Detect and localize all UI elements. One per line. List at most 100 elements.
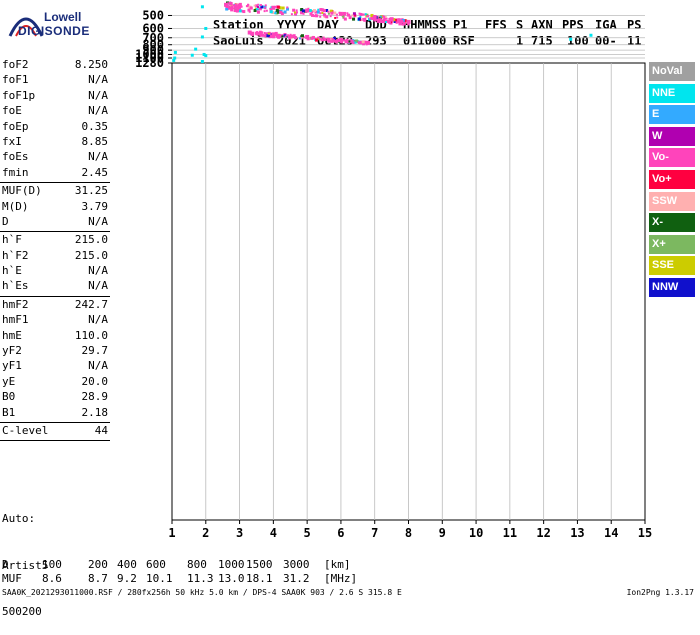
echo-dot <box>281 6 285 10</box>
param-name: yE <box>2 374 16 388</box>
echo-dot <box>311 11 314 14</box>
x-tick-label: 9 <box>439 526 446 540</box>
echo-dot <box>239 9 243 13</box>
echo-dot <box>383 20 386 23</box>
echo-dot <box>359 41 363 45</box>
echo-dot <box>232 7 235 10</box>
echo-dot <box>267 32 270 35</box>
y-tick-label: 1280 <box>135 56 164 70</box>
param-value: 8.85 <box>81 134 109 148</box>
echo-dot <box>346 13 350 17</box>
param-name: foF1 <box>2 73 29 87</box>
echo-dot <box>264 34 267 37</box>
echo-dot <box>376 19 380 23</box>
muf-cell: 18.1 <box>246 572 273 585</box>
y-tick-label: 500 <box>142 8 164 22</box>
echo-dot <box>352 17 356 21</box>
noise-point <box>589 33 593 37</box>
x-tick-label: 12 <box>536 526 550 540</box>
muf-cell: 11.3 <box>187 572 214 585</box>
echo-dot <box>382 20 386 24</box>
legend-item-nnw: NNW <box>649 277 695 297</box>
echo-dot <box>281 34 284 37</box>
param-row: C-level 44 <box>0 424 110 439</box>
noise-point <box>204 54 208 58</box>
echo-dot <box>334 16 337 19</box>
x-tick-label: 11 <box>503 526 517 540</box>
echo-dot <box>404 19 407 22</box>
param-value: 215.0 <box>74 233 108 247</box>
echo-dot <box>255 4 259 8</box>
param-row: foE N/A <box>0 104 110 119</box>
echo-dot <box>377 18 380 21</box>
echo-dot <box>362 13 365 16</box>
echo-dot <box>248 10 251 13</box>
echo-dot <box>343 13 346 16</box>
x-tick-label: 1 <box>168 526 175 540</box>
echo-dot <box>327 12 330 15</box>
echo-dot <box>331 37 334 40</box>
param-value: N/A <box>88 73 108 87</box>
echo-dot <box>225 7 229 11</box>
muf-cell: 8.7 <box>88 572 108 585</box>
noise-point <box>194 47 198 51</box>
echo-dot <box>332 39 336 43</box>
echo-dot <box>272 35 276 39</box>
echo-dot <box>363 18 367 22</box>
echo-dot <box>266 34 270 38</box>
echo-dot <box>254 7 257 10</box>
echo-dot <box>301 9 305 13</box>
echo-dot <box>257 11 260 14</box>
param-name: C-level <box>2 423 49 437</box>
legend-item-ssw: SSW <box>649 191 695 211</box>
echo-dot <box>314 38 318 42</box>
echo-dot <box>362 42 366 46</box>
param-row: h`Es N/A <box>0 279 110 294</box>
y-tick-label: 800 <box>142 38 164 52</box>
echo-dot <box>275 11 279 15</box>
echo-dot <box>228 1 231 4</box>
echo-dot <box>342 16 345 19</box>
echo-dot <box>287 34 291 38</box>
echo-dot <box>386 19 390 23</box>
param-name: yF1 <box>2 359 22 373</box>
autoscale-line3: 500200 <box>2 605 42 618</box>
param-row: h`E N/A <box>0 264 110 279</box>
echo-dot <box>261 31 264 34</box>
legend-item-w: W <box>649 126 695 146</box>
echo-dot <box>277 33 280 36</box>
param-value: N/A <box>88 150 108 164</box>
echo-dot <box>368 17 371 20</box>
param-row: foEp 0.35 <box>0 120 110 135</box>
echo-dot <box>407 23 410 26</box>
distance-cell: 400 <box>117 558 137 571</box>
echo-dot <box>367 15 370 18</box>
param-value: 110.0 <box>74 328 108 342</box>
trace-point <box>372 15 377 20</box>
echo-dot <box>292 34 296 38</box>
echo-dot <box>380 17 383 20</box>
echo-dot <box>283 10 287 14</box>
param-name: hmF1 <box>2 313 29 327</box>
echo-dot <box>378 18 381 21</box>
distance-cell: 800 <box>187 558 207 571</box>
echo-dot <box>322 36 325 39</box>
autoscale-line2: Artist5 <box>2 558 49 572</box>
echo-dot <box>359 12 363 16</box>
legend-item-x: X- <box>649 213 695 233</box>
param-name: foEs <box>2 150 29 164</box>
trace-point <box>338 11 343 16</box>
echo-dot <box>235 9 239 13</box>
distance-cell: 600 <box>146 558 166 571</box>
echo-dot <box>293 11 296 14</box>
noise-point <box>200 5 204 9</box>
param-name: foEp <box>2 119 29 133</box>
param-value: N/A <box>88 313 108 327</box>
echo-dot <box>326 37 329 40</box>
distance-cell: 100 <box>42 558 62 571</box>
echo-dot <box>354 14 357 17</box>
echo-dot <box>286 7 290 11</box>
noise-point <box>173 50 177 54</box>
param-separator <box>0 440 110 442</box>
echo-dot <box>383 16 386 19</box>
